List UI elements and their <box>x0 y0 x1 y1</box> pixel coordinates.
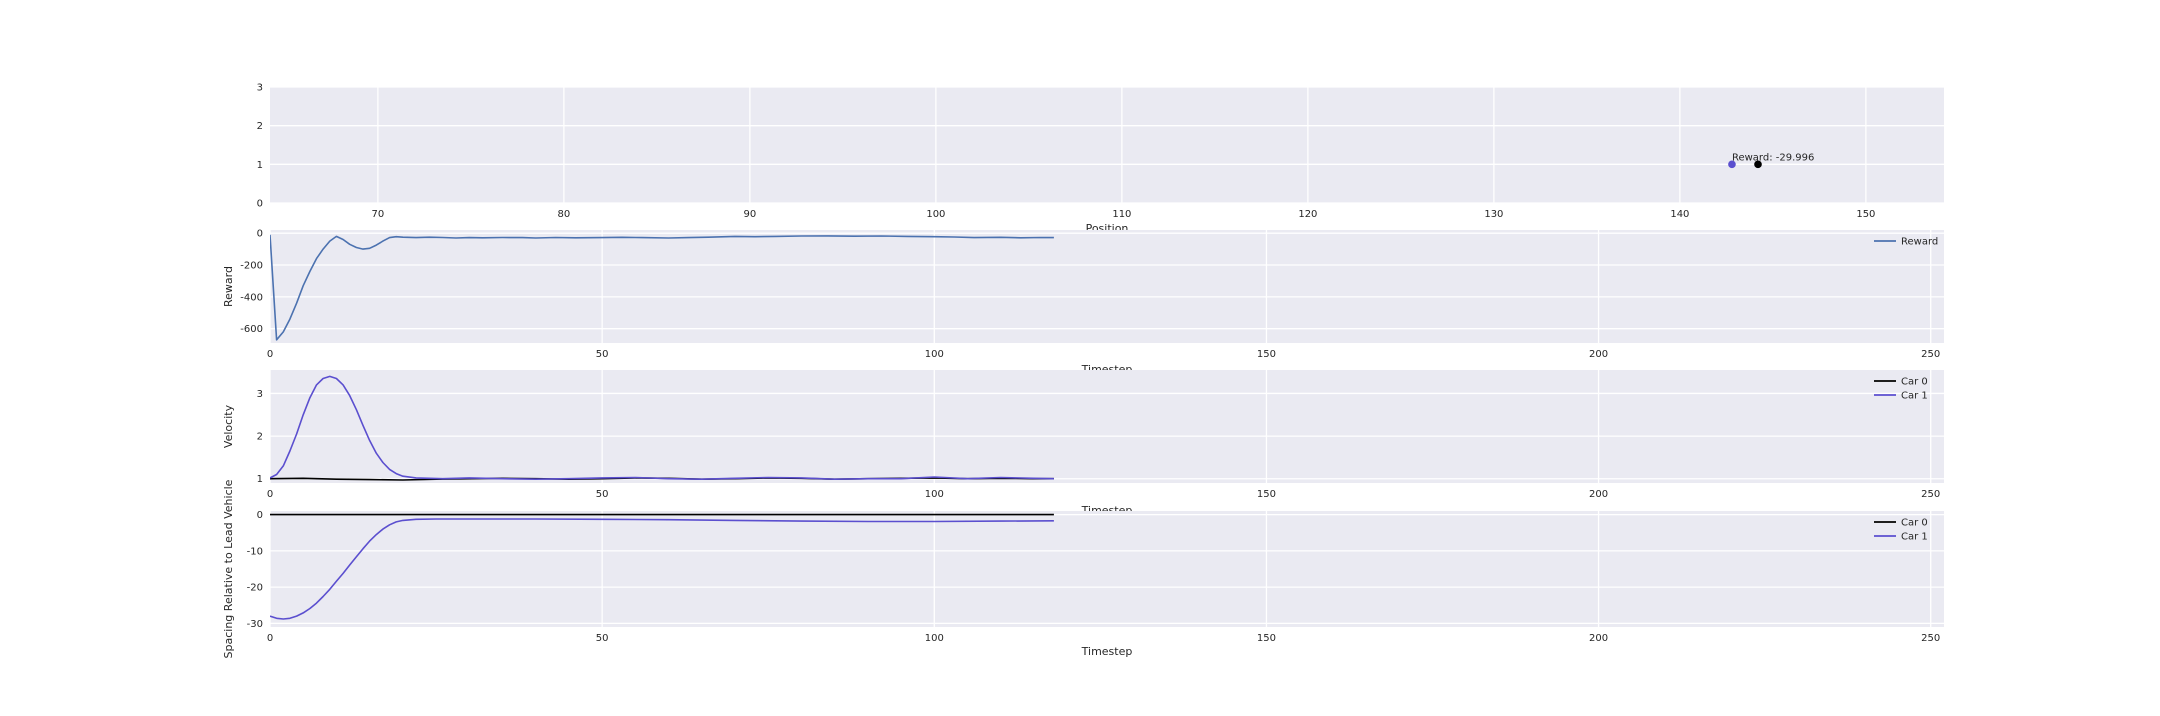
y-tick-label: 2 <box>257 432 263 443</box>
legend-label: Car 1 <box>1901 391 1928 402</box>
legend-label: Car 0 <box>1901 518 1928 529</box>
subplot-4: 0 50 100 150 200 250 0 -10 -20 -30 Timestep Spacing… <box>222 479 1944 658</box>
x-tick-label: 70 <box>372 209 385 220</box>
x-tick-label: 200 <box>1589 489 1608 500</box>
x-tick-label: 50 <box>596 633 609 644</box>
y-tick-label: 0 <box>257 199 263 210</box>
reward-annotation: Reward: -29.996 <box>1732 152 1814 163</box>
x-tick-label: 250 <box>1921 489 1940 500</box>
x-tick-label: 250 <box>1921 349 1940 360</box>
x-axis-label: Timestep <box>1081 645 1133 658</box>
y-tick-label: -20 <box>247 583 263 594</box>
legend-label: Car 1 <box>1901 532 1928 543</box>
x-tick-label: 90 <box>744 209 757 220</box>
x-tick-label: 0 <box>267 489 273 500</box>
plot-background <box>270 370 1944 483</box>
y-tick-label: -200 <box>240 261 263 272</box>
y-axis-label: Velocity <box>222 404 235 448</box>
x-tick-label: 110 <box>1112 209 1131 220</box>
y-tick-label: 0 <box>257 229 263 240</box>
y-tick-label: 1 <box>257 160 263 171</box>
x-tick-label: 50 <box>596 489 609 500</box>
y-tick-label: 3 <box>257 389 263 400</box>
y-tick-label: -30 <box>247 619 263 630</box>
plot-background <box>270 511 1944 627</box>
x-tick-label: 150 <box>1257 349 1276 360</box>
y-axis-label: Reward <box>222 266 235 307</box>
x-tick-label: 250 <box>1921 633 1940 644</box>
point-car-0 <box>1754 160 1762 169</box>
x-tick-label: 130 <box>1484 209 1503 220</box>
series-line-car-1 <box>270 375 1054 481</box>
point-car-1 <box>1728 160 1736 169</box>
subplot-2: 0 50 100 150 200 2500-200-400-600TimestepRewa… <box>222 229 1944 376</box>
x-tick-label: 100 <box>925 349 944 360</box>
x-tick-label: 0 <box>267 633 273 644</box>
x-tick-label: 150 <box>1257 489 1276 500</box>
series-line-reward <box>270 234 1054 341</box>
x-tick-label: 140 <box>1670 209 1689 220</box>
x-tick-label: 200 <box>1589 349 1608 360</box>
y-tick-label: 0 <box>257 510 263 521</box>
y-tick-label: -600 <box>240 324 263 335</box>
plot-background <box>270 87 1944 203</box>
legend-label: Reward <box>1901 237 1938 248</box>
x-tick-label: 150 <box>1856 209 1875 220</box>
y-tick-label: 2 <box>257 121 263 132</box>
legend-label: Car 0 <box>1901 377 1928 388</box>
y-axis-label: Spacing Relative to Lead Vehicle <box>222 479 235 658</box>
series-line-car-1 <box>270 518 1054 620</box>
x-tick-label: 150 <box>1257 633 1276 644</box>
x-tick-label: 100 <box>925 489 944 500</box>
x-tick-label: 0 <box>267 349 273 360</box>
x-tick-label: 120 <box>1298 209 1317 220</box>
y-tick-label: -10 <box>247 546 263 557</box>
y-tick-label: -400 <box>240 292 263 303</box>
x-tick-label: 100 <box>926 209 945 220</box>
x-tick-label: 50 <box>596 349 609 360</box>
x-tick-label: 100 <box>925 633 944 644</box>
subplot-1: 70 80 90 100 110 120 130 140 1500123PositionRewa… <box>257 83 1944 235</box>
x-tick-label: 80 <box>558 209 571 220</box>
plot-background <box>270 230 1944 343</box>
x-tick-label: 200 <box>1589 633 1608 644</box>
y-tick-label: 3 <box>257 83 263 94</box>
y-tick-label: 1 <box>257 474 263 485</box>
